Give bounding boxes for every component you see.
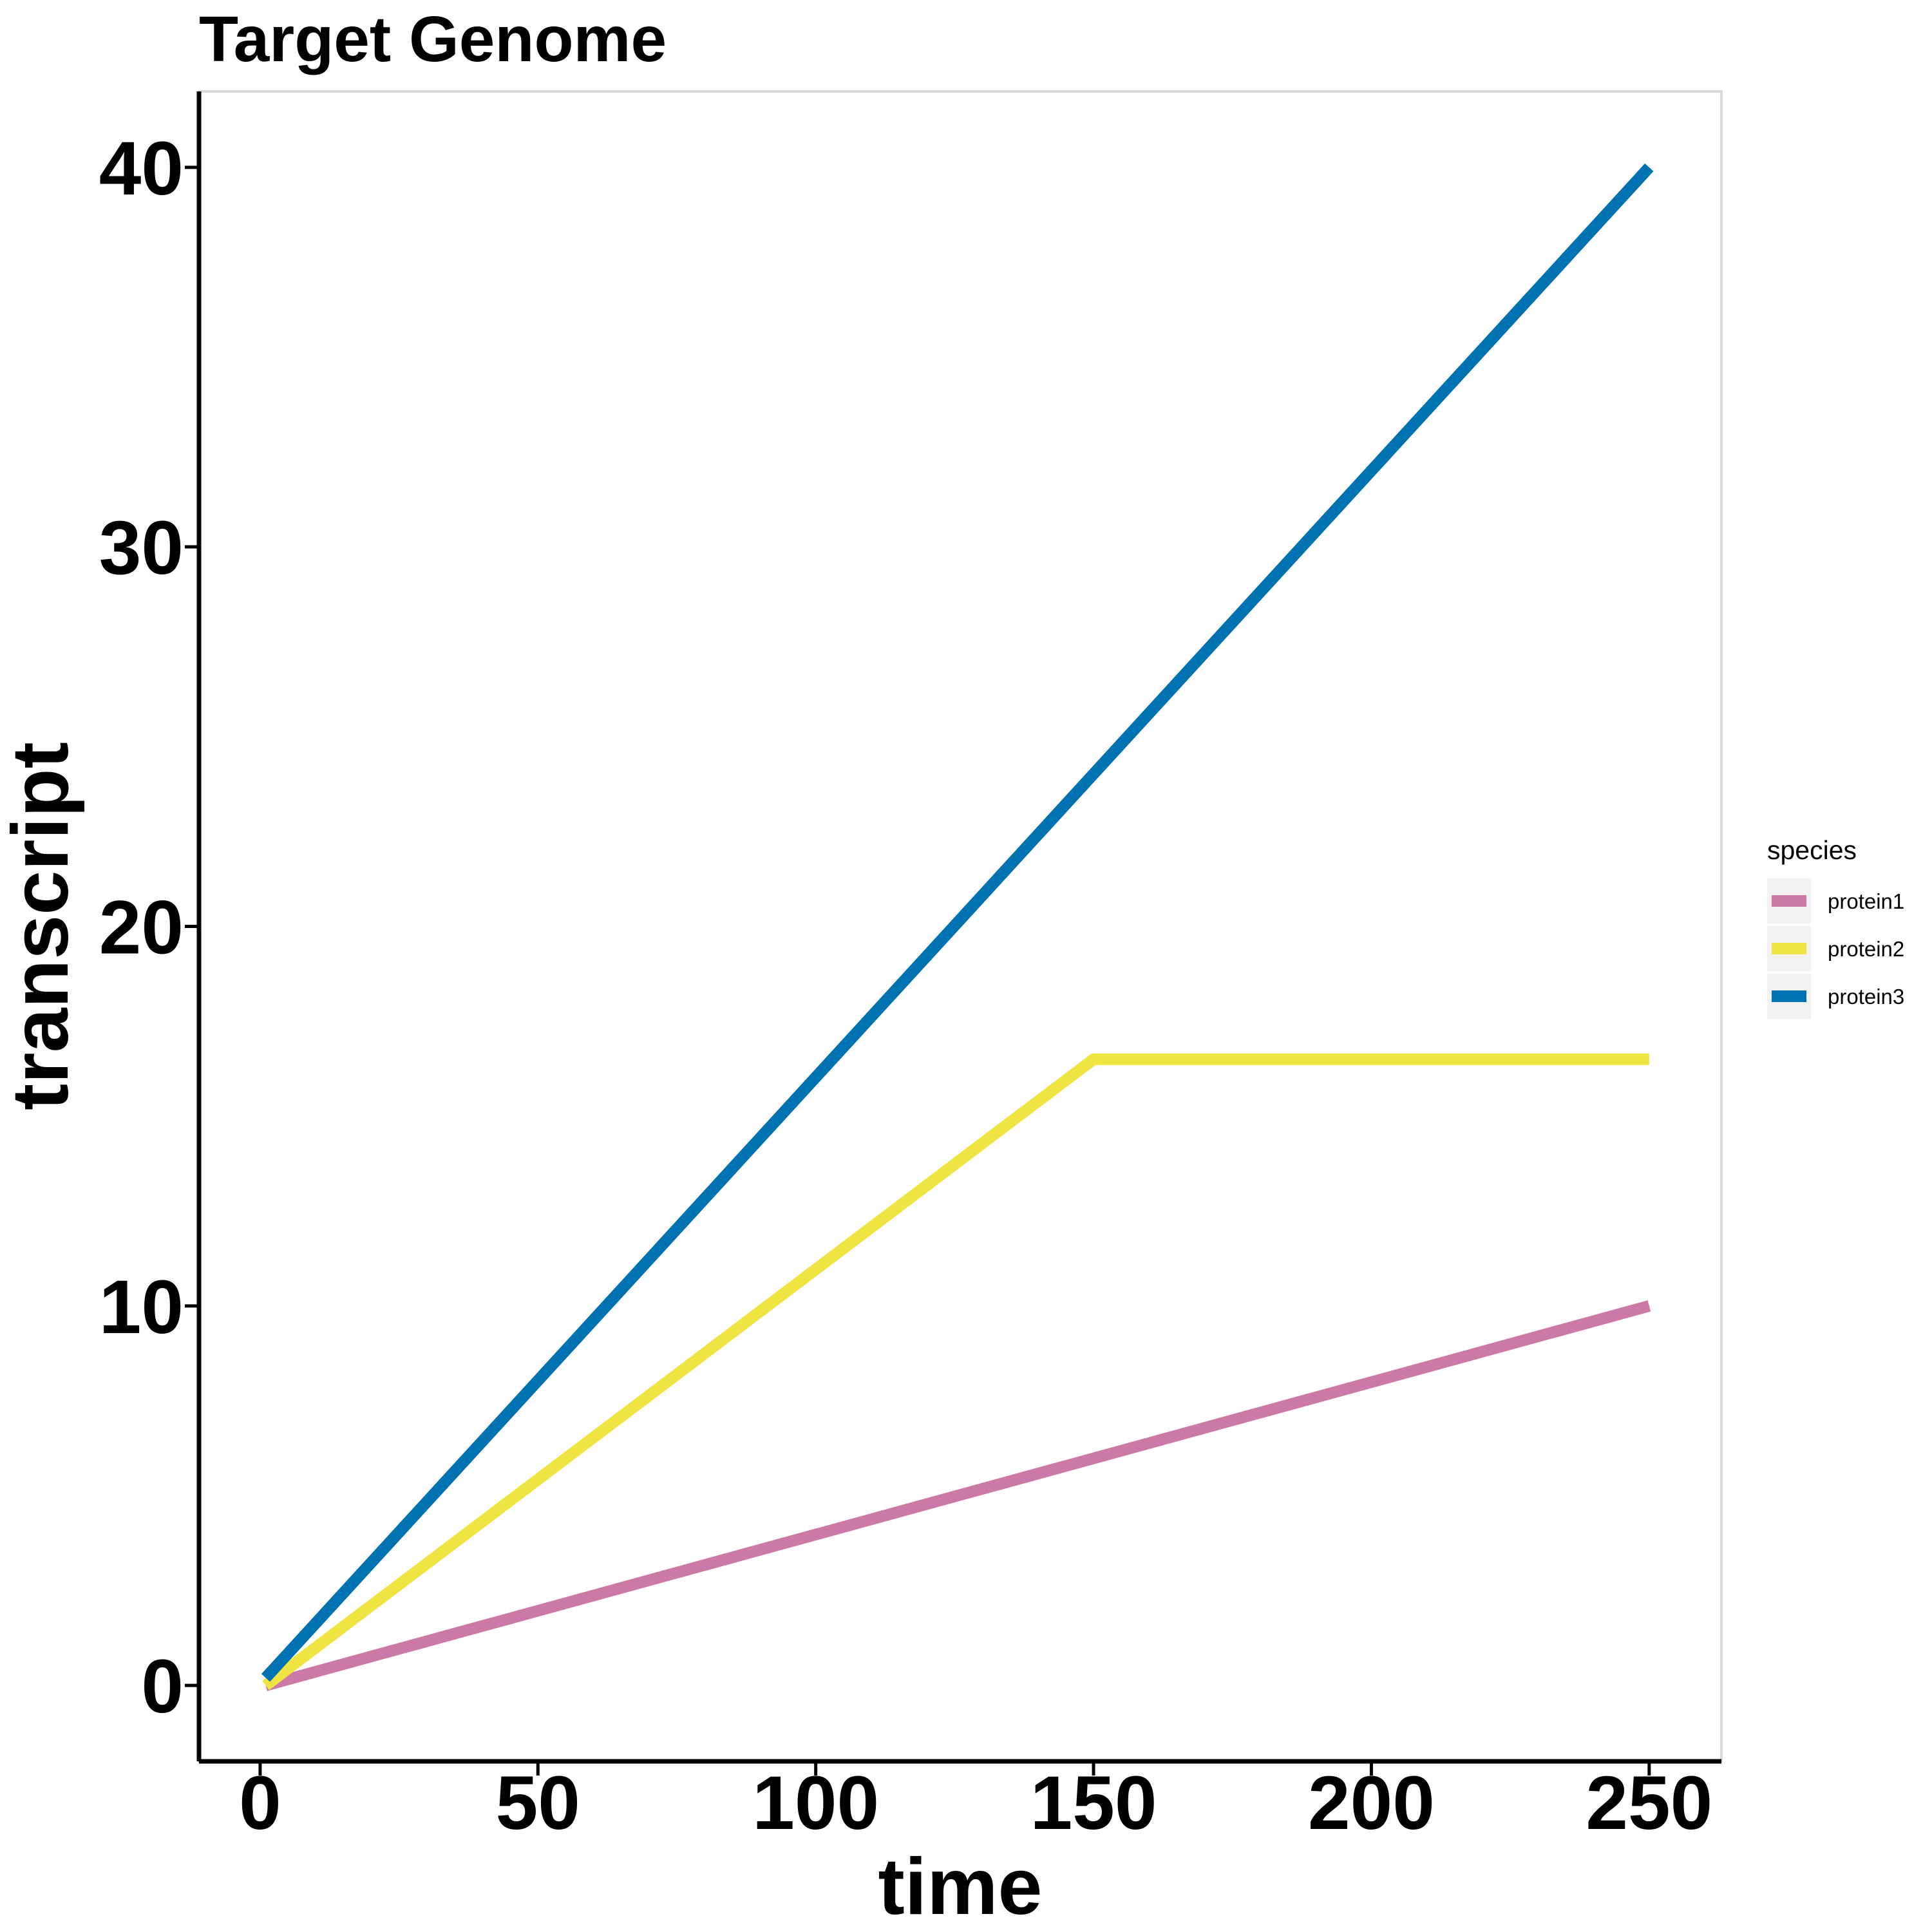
y-tick-label: 30 (99, 506, 184, 591)
legend-title: species (1767, 835, 1857, 865)
x-tick-label: 50 (496, 1761, 580, 1846)
series-layer (261, 163, 1654, 1691)
legend-items: protein1 protein2 protein3 (1767, 878, 1904, 1019)
x-tick-label: 250 (1586, 1761, 1712, 1846)
y-tick-label: 0 (141, 1644, 184, 1729)
y-tick-label: 10 (99, 1265, 184, 1350)
x-tick-label: 150 (1030, 1761, 1157, 1846)
y-axis-title: transcript (0, 742, 85, 1110)
x-axis-ticks: 0 50 100 150 200 250 (239, 1761, 1712, 1846)
plot-area: 0 50 100 150 200 250 0 10 20 30 40 (99, 90, 1723, 1846)
x-tick-label: 0 (239, 1761, 281, 1846)
series-line-protein3 (261, 163, 1654, 1682)
legend-label: protein2 (1828, 937, 1904, 961)
legend-label: protein1 (1828, 889, 1904, 913)
series-line-protein1 (264, 1300, 1651, 1691)
chart-title: Target Genome (199, 3, 667, 75)
x-axis-title: time (878, 1842, 1043, 1931)
legend-label: protein3 (1828, 985, 1904, 1009)
y-axis-ticks: 0 10 20 30 40 (99, 126, 199, 1729)
x-tick-label: 100 (752, 1761, 879, 1846)
x-tick-label: 200 (1308, 1761, 1435, 1846)
y-tick-label: 40 (99, 126, 184, 211)
series-line-protein2 (262, 1053, 1649, 1690)
y-tick-label: 20 (99, 886, 184, 971)
legend: species protein1 protein2 protein3 (1767, 835, 1904, 1019)
